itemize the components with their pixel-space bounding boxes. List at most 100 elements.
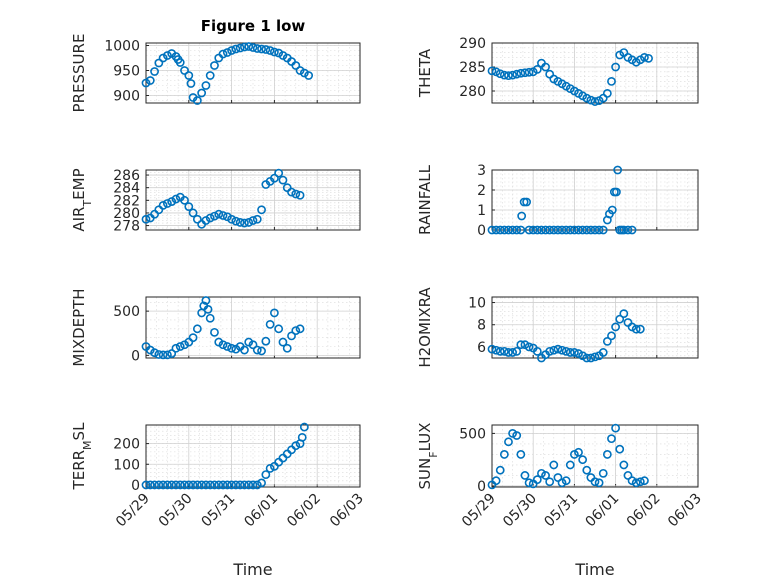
data-point xyxy=(287,187,296,197)
data-point xyxy=(524,225,534,235)
data-point xyxy=(261,470,271,479)
data-point xyxy=(222,480,232,490)
data-point xyxy=(586,353,596,363)
data-point xyxy=(553,473,563,482)
data-point xyxy=(607,331,616,341)
data-point xyxy=(504,437,513,447)
data-point xyxy=(537,225,546,235)
data-point xyxy=(278,337,288,347)
y-tick-label: 285 xyxy=(459,60,486,76)
data-point xyxy=(623,225,633,235)
y-axis-label-part: AIR xyxy=(70,207,88,232)
data-point xyxy=(297,432,307,442)
data-point xyxy=(516,450,526,459)
data-point xyxy=(508,70,517,80)
data-point xyxy=(487,344,497,354)
data-point xyxy=(611,322,620,332)
plot-border xyxy=(145,424,361,488)
data-point xyxy=(541,471,550,480)
y-axis-label-part: EMP xyxy=(70,168,88,199)
y-axis-label-part: TERR xyxy=(70,450,88,491)
data-point xyxy=(162,350,172,360)
data-point xyxy=(231,216,241,226)
panel-theta: 280 285 290 THETA xyxy=(416,36,699,106)
data-point xyxy=(549,345,559,355)
y-tick-label: 8 xyxy=(477,318,486,334)
data-point xyxy=(582,225,592,235)
y-axis-label-part: PRESSURE xyxy=(70,34,88,113)
x-tick-label: 05/29 xyxy=(113,491,153,531)
data-point xyxy=(499,70,509,80)
data-point xyxy=(210,211,219,221)
data-point xyxy=(265,320,275,329)
y-tick-label: 278 xyxy=(113,219,140,235)
y-tick-label: 1 xyxy=(477,203,486,219)
data-point xyxy=(590,477,600,487)
y-axis-label: SUNFLUX xyxy=(416,423,440,490)
data-point xyxy=(602,89,612,98)
data-point xyxy=(141,480,151,490)
data-point xyxy=(291,61,301,70)
data-point xyxy=(299,68,309,78)
data-point xyxy=(257,205,266,215)
data-point xyxy=(499,225,509,235)
data-point xyxy=(532,65,542,74)
data-point xyxy=(192,214,202,224)
data-point xyxy=(282,343,292,353)
data-point xyxy=(623,471,633,480)
data-point xyxy=(235,43,245,53)
data-point xyxy=(532,225,542,235)
y-axis-label-part: RAINFALL xyxy=(416,164,434,235)
data-point xyxy=(150,348,159,358)
data-point xyxy=(570,348,579,357)
data-point xyxy=(631,478,641,488)
data-point xyxy=(257,478,266,488)
data-point xyxy=(607,434,616,444)
data-point xyxy=(520,471,530,480)
plot-border xyxy=(145,296,361,359)
data-point xyxy=(545,225,555,235)
data-point xyxy=(218,480,228,490)
data-point xyxy=(582,93,592,103)
y-axis-label: PRESSURE xyxy=(70,34,88,113)
data-point xyxy=(561,476,571,486)
data-point xyxy=(578,225,588,235)
plot-border xyxy=(145,42,361,104)
y-axis-label-part: SUN xyxy=(416,458,434,490)
data-point xyxy=(278,175,288,185)
data-point xyxy=(201,81,211,90)
data-point xyxy=(265,46,275,55)
y-tick-label: 280 xyxy=(113,206,140,222)
y-tick-label: 280 xyxy=(459,84,486,100)
data-point xyxy=(141,78,151,88)
data-point xyxy=(145,76,155,85)
data-point xyxy=(201,296,211,305)
data-point xyxy=(574,447,583,457)
data-point xyxy=(578,455,588,465)
y-axis-label: MIXDEPTH xyxy=(70,288,88,366)
data-point xyxy=(574,225,583,235)
x-tick-label: 06/02 xyxy=(624,491,664,531)
y-axis-label-part: T xyxy=(81,200,94,208)
data-point xyxy=(150,67,159,76)
panel-rainfall: 0 1 2 3 RAINFALL xyxy=(416,163,699,239)
data-point xyxy=(167,197,177,206)
data-point xyxy=(248,340,258,350)
data-point xyxy=(504,225,513,235)
chart-title: Figure 1 low xyxy=(201,17,306,35)
data-point xyxy=(244,218,254,227)
data-point xyxy=(261,336,271,346)
data-point xyxy=(565,225,575,235)
data-point xyxy=(598,225,608,235)
data-point xyxy=(487,66,497,76)
data-point xyxy=(248,43,258,52)
y-tick-label: 0 xyxy=(477,479,486,495)
data-point xyxy=(167,480,177,490)
plot-border xyxy=(145,169,361,231)
y-tick-label: 282 xyxy=(113,193,140,209)
data-point xyxy=(299,422,309,432)
y-axis-label-part: M xyxy=(81,440,94,450)
data-point xyxy=(158,53,168,63)
data-point xyxy=(257,346,266,356)
y-tick-label: 3 xyxy=(477,163,486,179)
